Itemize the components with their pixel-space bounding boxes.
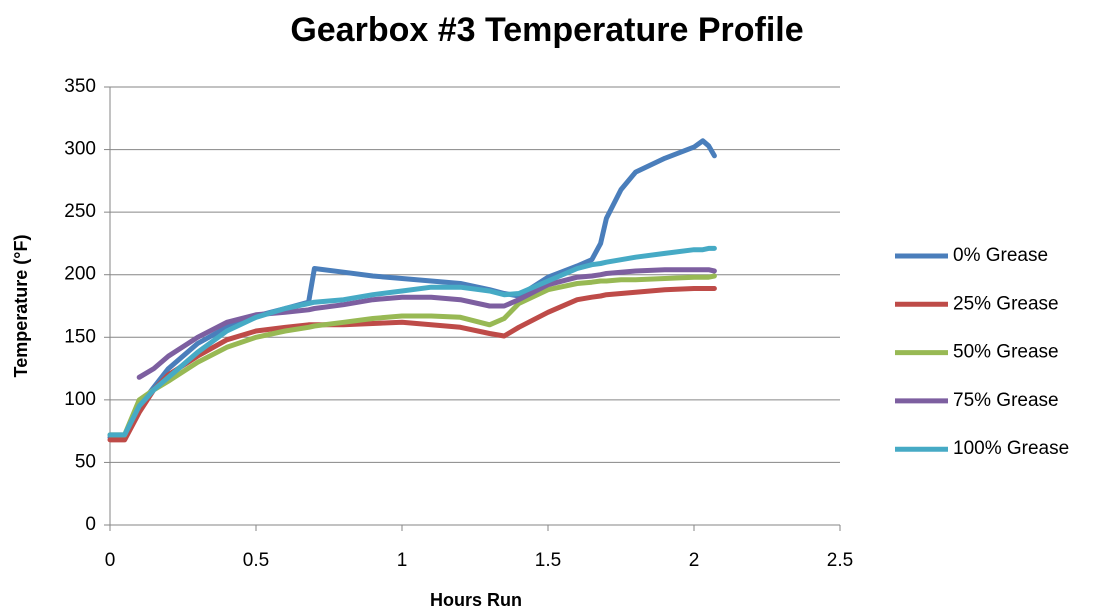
y-tick-label: 150: [64, 326, 96, 347]
y-tick-label: 100: [64, 389, 96, 410]
series-line: [107, 138, 717, 440]
y-tick-label: 300: [64, 139, 96, 160]
y-tick-label: 250: [64, 201, 96, 222]
x-axis-label: Hours Run: [430, 590, 522, 610]
series-line: [136, 267, 717, 380]
x-tick-label: 0.5: [243, 550, 269, 571]
legend-label: 0% Grease: [953, 245, 1048, 266]
x-tick-label: 2: [689, 550, 700, 571]
series-line: [107, 273, 717, 438]
x-tick-label: 1.5: [535, 550, 561, 571]
legend-label: 50% Grease: [953, 342, 1059, 363]
legend-label: 75% Grease: [953, 390, 1059, 411]
y-axis-label: Temperature (°F): [11, 235, 31, 378]
y-tick-label: 200: [64, 264, 96, 285]
y-tick-label: 50: [75, 451, 96, 472]
series-line: [107, 245, 717, 438]
series-line: [107, 286, 717, 443]
legend-label: 100% Grease: [953, 438, 1069, 459]
legend-label: 25% Grease: [953, 293, 1059, 314]
y-tick-label: 350: [64, 76, 96, 97]
y-tick-label: 0: [85, 514, 96, 535]
chart-title: Gearbox #3 Temperature Profile: [290, 11, 803, 49]
x-tick-label: 0: [105, 550, 116, 571]
x-tick-label: 1: [397, 550, 408, 571]
x-tick-label: 2.5: [827, 550, 853, 571]
